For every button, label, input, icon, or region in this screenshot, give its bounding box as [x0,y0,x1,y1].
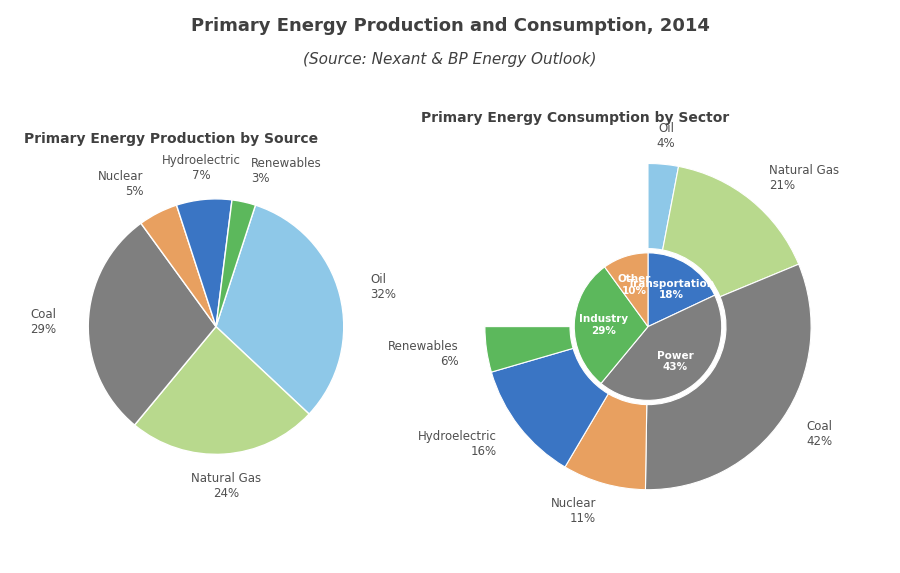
Text: Transportation
18%: Transportation 18% [628,278,716,300]
Wedge shape [574,267,648,383]
Wedge shape [565,394,647,490]
Text: Hydroelectric
16%: Hydroelectric 16% [418,430,497,458]
Wedge shape [88,223,216,425]
Text: Power
43%: Power 43% [657,351,693,372]
Wedge shape [176,199,232,327]
Text: Industry
29%: Industry 29% [580,315,628,336]
Wedge shape [491,348,608,467]
Wedge shape [485,327,573,372]
Text: Coal
42%: Coal 42% [806,420,832,448]
Text: Oil
32%: Oil 32% [371,273,397,301]
Wedge shape [216,200,256,327]
Text: Natural Gas
24%: Natural Gas 24% [191,472,261,500]
Text: Nuclear
5%: Nuclear 5% [98,170,143,198]
Wedge shape [141,205,216,327]
Wedge shape [135,327,309,454]
Text: Primary Energy Consumption by Sector: Primary Energy Consumption by Sector [421,111,729,125]
Text: Renewables
6%: Renewables 6% [388,340,458,368]
Text: Renewables
3%: Renewables 3% [251,157,321,185]
Text: Coal
29%: Coal 29% [31,308,57,336]
Text: Other
10%: Other 10% [617,274,651,296]
Text: Hydroelectric
7%: Hydroelectric 7% [161,154,240,182]
Text: Primary Energy Production and Consumption, 2014: Primary Energy Production and Consumptio… [191,17,709,35]
Wedge shape [645,264,811,490]
Wedge shape [605,253,648,327]
Wedge shape [601,295,722,401]
Wedge shape [662,166,798,297]
Text: Nuclear
11%: Nuclear 11% [551,497,596,525]
Text: Primary Energy Production by Source: Primary Energy Production by Source [24,132,319,147]
Text: (Source: Nexant & BP Energy Outlook): (Source: Nexant & BP Energy Outlook) [303,52,597,66]
Text: Natural Gas
21%: Natural Gas 21% [769,164,839,192]
Text: Oil
4%: Oil 4% [657,122,675,150]
Wedge shape [648,253,715,327]
Wedge shape [485,163,811,490]
Wedge shape [216,205,344,414]
Wedge shape [648,163,679,250]
